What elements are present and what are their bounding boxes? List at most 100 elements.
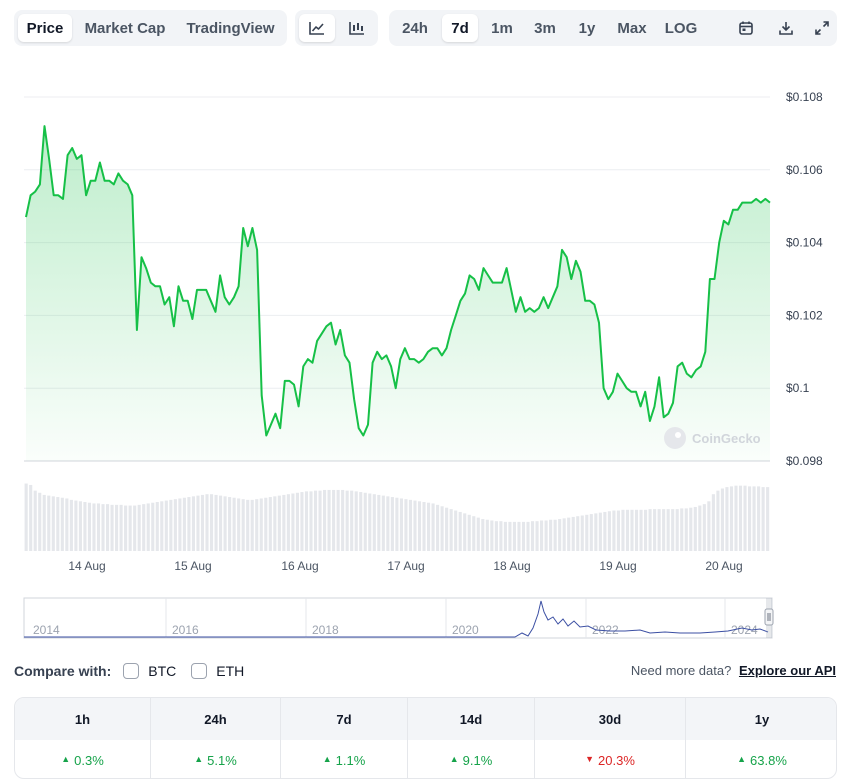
volume-bar — [476, 517, 480, 551]
y-tick-label: $0.098 — [786, 454, 823, 468]
volume-bar — [232, 497, 236, 551]
stat-30d: 30d ▼ 20.3% — [534, 698, 685, 778]
download-button[interactable] — [768, 14, 804, 42]
volume-bar — [594, 513, 598, 551]
volume-bar — [562, 518, 566, 551]
compare-btc-option[interactable]: BTC — [123, 663, 176, 679]
volume-bar — [87, 502, 92, 551]
volume-bar — [313, 490, 318, 551]
range-log[interactable]: LOG — [664, 19, 698, 37]
volume-bar — [38, 492, 42, 551]
x-tick-label: 14 Aug — [68, 559, 105, 573]
navigator-year-label: 2016 — [172, 623, 199, 637]
volume-bar — [463, 513, 467, 551]
range-7d[interactable]: 7d — [442, 14, 478, 42]
range-navigator[interactable]: 2014 2016 2018 2020 2022 2024 — [23, 597, 774, 639]
volume-bar — [431, 503, 435, 551]
candlestick-chart-button[interactable] — [339, 14, 375, 42]
stat-value-text: 5.1% — [207, 752, 237, 768]
volume-bar — [146, 503, 150, 551]
range-24h[interactable]: 24h — [402, 19, 428, 37]
stat-value: ▲ 0.3% — [15, 740, 150, 778]
range-3m[interactable]: 3m — [534, 19, 556, 37]
volume-bar — [512, 521, 517, 551]
volume-bar — [494, 521, 498, 551]
volume-bar — [246, 499, 250, 551]
volume-bar — [576, 516, 580, 551]
volume-bar — [83, 502, 87, 551]
volume-bar — [530, 521, 535, 551]
candlestick-chart-icon — [349, 21, 365, 35]
volume-bar — [698, 505, 702, 551]
explore-api-link[interactable]: Explore our API — [738, 663, 836, 678]
volume-bar — [304, 491, 309, 551]
expand-icon — [815, 21, 829, 35]
price-chart[interactable]: $0.108 $0.106 $0.104 $0.102 $0.1 $0.098 14 Au… — [0, 60, 858, 650]
volume-bar — [155, 502, 159, 551]
volume-bar — [237, 498, 241, 551]
stat-period: 1y — [754, 711, 770, 727]
more-data-text: Need more data? — [630, 663, 732, 678]
compare-label: Compare with: — [14, 663, 112, 679]
volume-bar — [567, 517, 571, 551]
volume-bar — [467, 514, 471, 551]
volume-bar — [354, 491, 358, 551]
price-change-header — [15, 698, 836, 740]
volume-bar — [209, 494, 214, 551]
volume-bar — [323, 489, 327, 551]
stat-value: ▲ 1.1% — [281, 740, 407, 778]
volume-bar — [228, 497, 232, 551]
volume-bar — [295, 492, 299, 551]
navigator-year-label: 2018 — [312, 623, 339, 637]
expand-button[interactable] — [809, 14, 835, 42]
volume-bar — [743, 485, 747, 551]
compare-eth-option[interactable]: ETH — [191, 663, 244, 679]
navigator-handle[interactable] — [764, 608, 774, 626]
volume-bar — [368, 493, 372, 551]
price-line — [25, 125, 771, 437]
btc-label: BTC — [148, 663, 177, 679]
y-tick-label: $0.108 — [786, 90, 823, 104]
stat-value-text: 0.3% — [74, 752, 104, 768]
volume-bar — [223, 496, 227, 551]
volume-bar — [151, 502, 155, 551]
up-arrow-icon: ▲ — [194, 754, 204, 764]
line-chart-button[interactable] — [299, 14, 335, 42]
volume-bar — [422, 502, 426, 551]
range-1m[interactable]: 1m — [491, 19, 513, 37]
volume-bar — [747, 486, 752, 551]
volume-bar — [101, 504, 105, 551]
range-max[interactable]: Max — [617, 19, 647, 37]
stat-period: 14d — [459, 711, 483, 727]
calendar-button[interactable] — [728, 14, 764, 42]
volume-bar — [616, 510, 620, 551]
stat-value-text: 20.3% — [598, 752, 635, 768]
tab-market-cap[interactable]: Market Cap — [84, 19, 166, 37]
chart-toolbar: Price Market Cap TradingView 24h 7d 1m 3… — [14, 10, 838, 46]
volume-bar — [558, 519, 562, 551]
volume-bar — [757, 486, 761, 551]
y-tick-label: $0.102 — [786, 308, 823, 322]
tab-tradingview[interactable]: TradingView — [186, 19, 275, 37]
volume-bar — [729, 486, 734, 551]
volume-bar — [526, 521, 530, 551]
volume-bar — [273, 496, 277, 551]
y-axis: $0.108 $0.106 $0.104 $0.102 $0.1 $0.098 — [786, 90, 823, 468]
volume-bar — [250, 499, 254, 551]
volume-bar — [96, 503, 101, 551]
tab-price[interactable]: Price — [18, 14, 72, 42]
up-arrow-icon: ▲ — [449, 754, 459, 764]
volume-bar — [178, 498, 182, 551]
volume-bar — [761, 487, 765, 551]
volume-bar — [449, 509, 453, 551]
stat-period: 7d — [336, 711, 352, 727]
range-1y[interactable]: 1y — [578, 19, 596, 37]
volume-bar — [553, 519, 557, 551]
btc-checkbox[interactable] — [123, 663, 140, 679]
volume-bar — [657, 509, 661, 551]
volume-bar — [589, 514, 593, 551]
eth-checkbox[interactable] — [191, 663, 208, 679]
volume-bar — [173, 499, 177, 551]
volume-bar — [56, 497, 60, 551]
volume-bar — [540, 520, 544, 551]
